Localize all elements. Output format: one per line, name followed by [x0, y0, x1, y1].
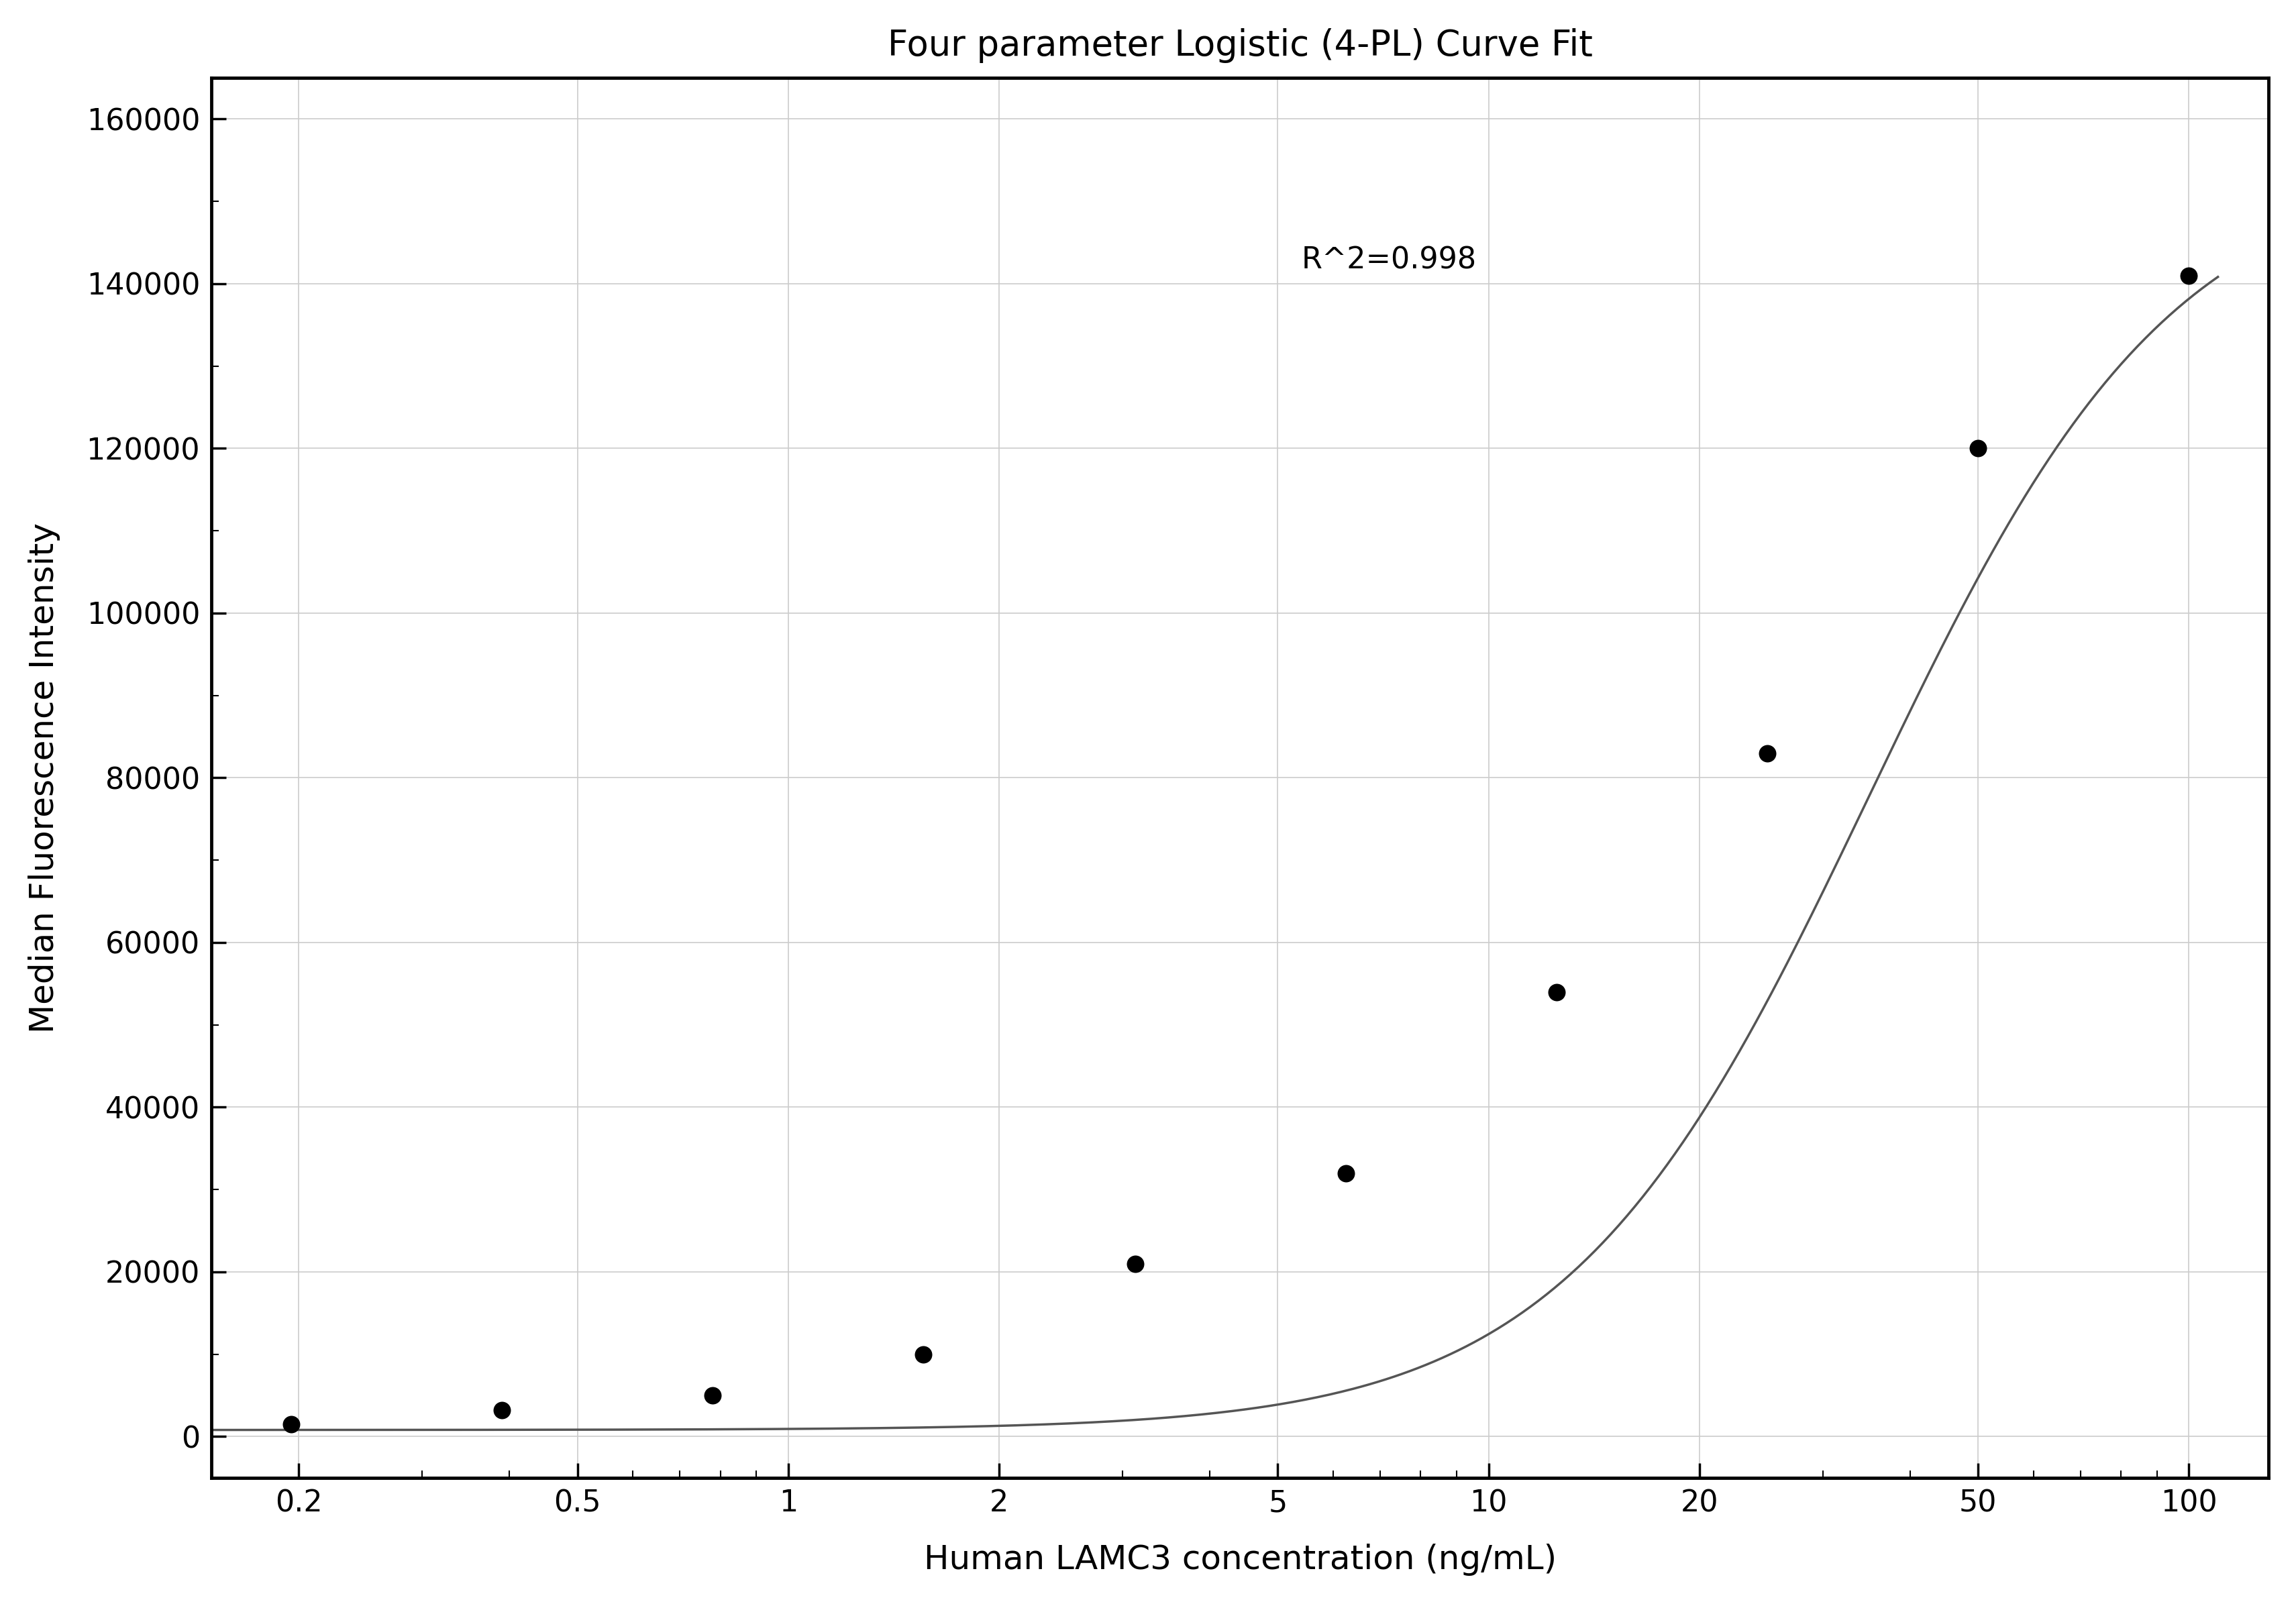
Point — [1747, 739, 1784, 765]
Point — [905, 1341, 941, 1367]
Point — [1538, 978, 1575, 1004]
Point — [693, 1383, 730, 1408]
Point — [273, 1412, 310, 1437]
X-axis label: Human LAMC3 concentration (ng/mL): Human LAMC3 concentration (ng/mL) — [923, 1543, 1557, 1577]
Point — [484, 1397, 521, 1423]
Title: Four parameter Logistic (4-PL) Curve Fit: Four parameter Logistic (4-PL) Curve Fit — [886, 27, 1591, 63]
Point — [1958, 436, 1995, 462]
Text: R^2=0.998: R^2=0.998 — [1302, 245, 1476, 274]
Point — [2170, 263, 2206, 289]
Point — [1327, 1160, 1364, 1185]
Point — [1116, 1251, 1153, 1277]
Y-axis label: Median Fluorescence Intensity: Median Fluorescence Intensity — [28, 523, 60, 1033]
